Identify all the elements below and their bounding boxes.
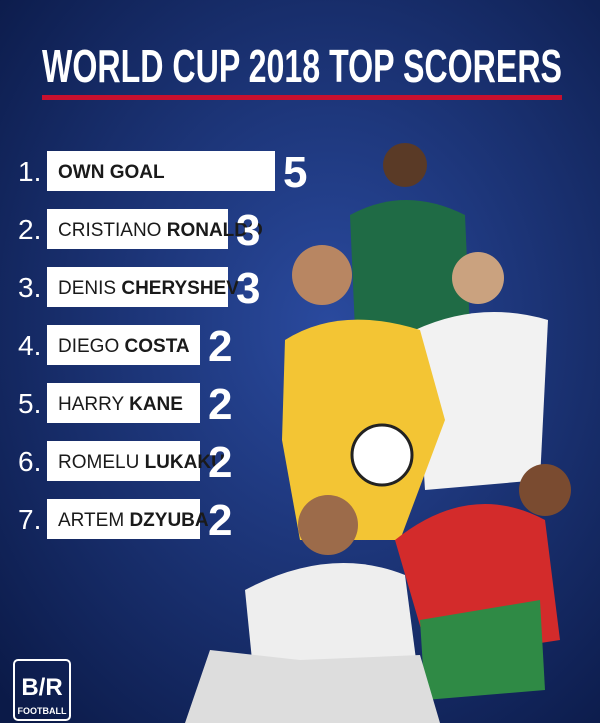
name-bar xyxy=(47,325,200,365)
name-bar xyxy=(47,267,228,307)
player-name: CRISTIANO RONALDO xyxy=(58,220,263,241)
last-name: LUKAKU xyxy=(145,452,225,473)
first-name: DIEGO xyxy=(58,336,119,357)
scorer-row: 7. ARTEM DZYUBA 2 xyxy=(18,496,232,545)
last-name: RONALDO xyxy=(167,220,263,241)
title-underline xyxy=(42,95,562,100)
name-bar xyxy=(47,151,275,191)
goals: 3 xyxy=(236,264,260,313)
first-name: ROMELU xyxy=(58,452,139,473)
rank: 3. xyxy=(18,272,41,303)
goals: 2 xyxy=(208,496,232,545)
player-name: ROMELU LUKAKU xyxy=(58,452,225,473)
scorer-row: 5. HARRY KANE 2 xyxy=(18,380,232,429)
player-name: HARRY KANE xyxy=(58,394,183,415)
last-name: CHERYSHEV xyxy=(121,278,239,299)
rank: 4. xyxy=(18,330,41,361)
name-bar xyxy=(47,209,228,249)
rank: 6. xyxy=(18,446,41,477)
player-name: DIEGO COSTA xyxy=(58,336,190,357)
rank: 7. xyxy=(18,504,41,535)
goals: 3 xyxy=(236,206,260,255)
name-bar xyxy=(47,499,200,539)
rank: 2. xyxy=(18,214,41,245)
player-photos xyxy=(185,143,571,723)
logo: B/R FOOTBALL xyxy=(13,659,71,721)
goals: 2 xyxy=(208,438,232,487)
last-name: KANE xyxy=(129,394,183,415)
logo-frame xyxy=(13,659,71,721)
name-bar xyxy=(47,441,200,481)
player-name: DENIS CHERYSHEV xyxy=(58,278,239,299)
logo-mark: B/R xyxy=(21,674,62,701)
first-name: CRISTIANO xyxy=(58,220,161,241)
rank: 5. xyxy=(18,388,41,419)
last-name: OWN GOAL xyxy=(58,162,165,183)
title: WORLD CUP 2018 TOP SCORERS xyxy=(42,40,562,92)
first-name: HARRY xyxy=(58,394,124,415)
scorer-row: 1. OWN GOAL 5 xyxy=(18,148,307,197)
goals: 2 xyxy=(208,322,232,371)
name-bar xyxy=(47,383,200,423)
last-name: COSTA xyxy=(125,336,190,357)
first-name: DENIS xyxy=(58,278,116,299)
scorer-row: 4. DIEGO COSTA 2 xyxy=(18,322,232,371)
last-name: DZYUBA xyxy=(129,510,208,531)
player-name: ARTEM DZYUBA xyxy=(58,510,209,531)
goals: 2 xyxy=(208,380,232,429)
logo-sub: FOOTBALL xyxy=(18,706,67,716)
rank: 1. xyxy=(18,156,41,187)
player-name: OWN GOAL xyxy=(58,162,165,183)
first-name: ARTEM xyxy=(58,510,124,531)
goals: 5 xyxy=(283,148,307,197)
